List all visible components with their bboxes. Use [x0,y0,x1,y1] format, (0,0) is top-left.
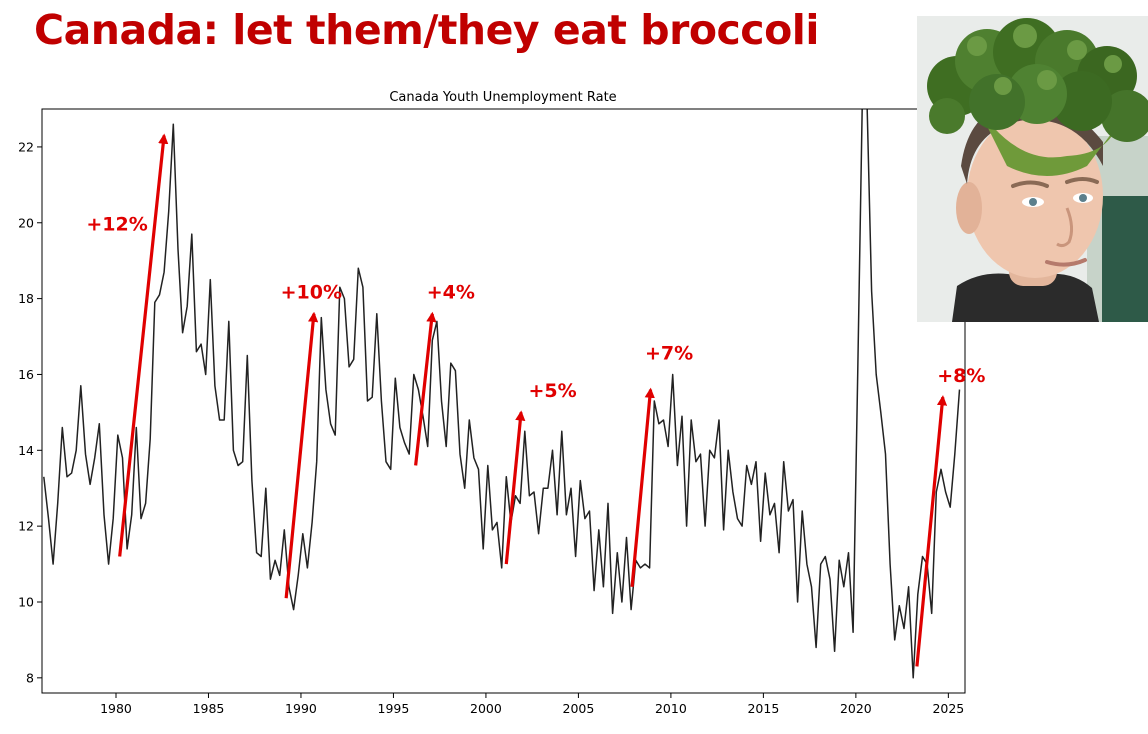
chart-title: Canada Youth Unemployment Rate [389,90,616,105]
x-tick-label: 2005 [563,701,595,716]
y-tick-label: 18 [18,291,34,306]
trend-arrow [118,133,169,557]
x-tick-label: 2010 [655,701,687,716]
series-line [43,109,961,679]
x-tick-label: 1980 [100,701,132,716]
y-axis: 8 10 12 14 16 18 20 22 [18,139,42,685]
slide-title: Canada: let them/they eat broccoli [34,6,819,54]
change-label: +10% [281,282,342,304]
y-tick-label: 20 [18,215,34,230]
y-tick-label: 22 [18,139,34,154]
x-axis: 1980 1985 1990 1995 2000 2005 2010 2015 2020 2025 [100,693,964,716]
x-tick-label: 2020 [840,701,872,716]
y-tick-label: 10 [18,594,34,609]
change-label: +7% [645,342,693,364]
trend-arrow [284,311,319,599]
plot-frame [41,108,966,694]
x-tick-label: 1990 [285,701,317,716]
y-tick-label: 12 [18,519,34,534]
x-tick-label: 2000 [470,701,502,716]
change-label: +4% [427,282,475,304]
trend-arrow [630,387,655,587]
y-tick-label: 14 [18,443,34,458]
change-label: +5% [528,380,576,402]
x-tick-label: 1985 [193,701,225,716]
x-tick-label: 2025 [932,701,964,716]
x-tick-label: 1995 [378,701,410,716]
x-tick-label: 2015 [747,701,779,716]
y-tick-label: 16 [18,367,34,382]
y-tick-label: 8 [26,670,34,685]
change-label: +12% [86,213,147,235]
broccoli-head-photo [917,16,1148,322]
trend-arrow [915,395,948,667]
trend-arrow [504,410,526,565]
trend-arrow [414,311,437,466]
change-label: +8% [937,365,985,387]
